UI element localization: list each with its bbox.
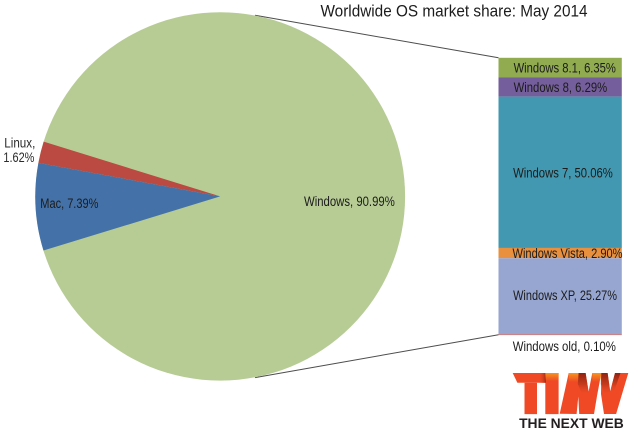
svg-text:THE NEXT WEB: THE NEXT WEB — [519, 416, 624, 431]
svg-text:Windows XP, 25.27%: Windows XP, 25.27% — [513, 288, 617, 303]
svg-text:Windows Vista, 2.90%: Windows Vista, 2.90% — [513, 246, 623, 261]
svg-text:Windows 7, 50.06%: Windows 7, 50.06% — [513, 166, 613, 181]
svg-text:Windows 8.1, 6.35%: Windows 8.1, 6.35% — [514, 61, 616, 76]
svg-text:Windows old, 0.10%: Windows old, 0.10% — [513, 339, 616, 354]
svg-text:1.62%: 1.62% — [3, 150, 34, 165]
svg-text:Windows, 90.99%: Windows, 90.99% — [304, 194, 395, 209]
svg-text:Windows 8, 6.29%: Windows 8, 6.29% — [514, 80, 608, 95]
svg-text:Mac, 7.39%: Mac, 7.39% — [40, 196, 98, 211]
svg-text:Worldwide OS market share: May: Worldwide OS market share: May 2014 — [321, 2, 588, 20]
svg-text:Linux,: Linux, — [4, 135, 35, 150]
